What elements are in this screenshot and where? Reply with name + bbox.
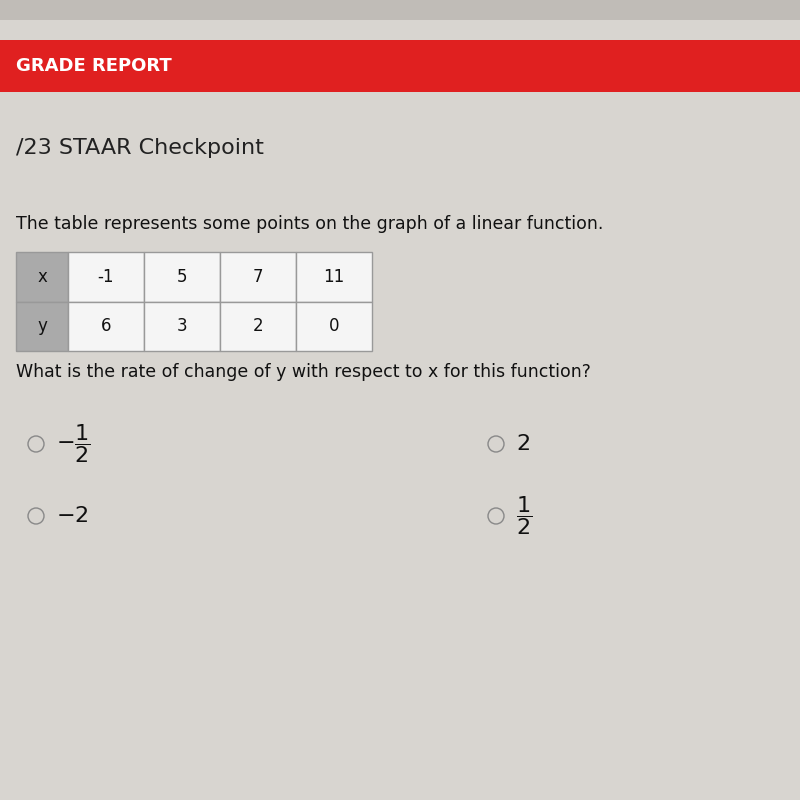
Text: 3: 3 [177, 318, 187, 335]
Text: GRADE REPORT: GRADE REPORT [16, 57, 172, 75]
Text: $-2$: $-2$ [56, 506, 89, 526]
Text: 0: 0 [329, 318, 339, 335]
Text: /23 STAAR Checkpoint: /23 STAAR Checkpoint [16, 138, 264, 158]
Text: $2$: $2$ [516, 434, 530, 454]
Text: $-\dfrac{1}{2}$: $-\dfrac{1}{2}$ [56, 422, 90, 466]
Text: y: y [37, 318, 47, 335]
Text: 5: 5 [177, 268, 187, 286]
Text: 11: 11 [323, 268, 345, 286]
Text: The table represents some points on the graph of a linear function.: The table represents some points on the … [16, 215, 603, 233]
Text: 7: 7 [253, 268, 263, 286]
Text: 6: 6 [101, 318, 111, 335]
Text: $\dfrac{1}{2}$: $\dfrac{1}{2}$ [516, 494, 532, 538]
Text: 2: 2 [253, 318, 263, 335]
Text: What is the rate of change of y with respect to x for this function?: What is the rate of change of y with res… [16, 363, 591, 381]
Text: -1: -1 [98, 268, 114, 286]
Text: x: x [37, 268, 47, 286]
